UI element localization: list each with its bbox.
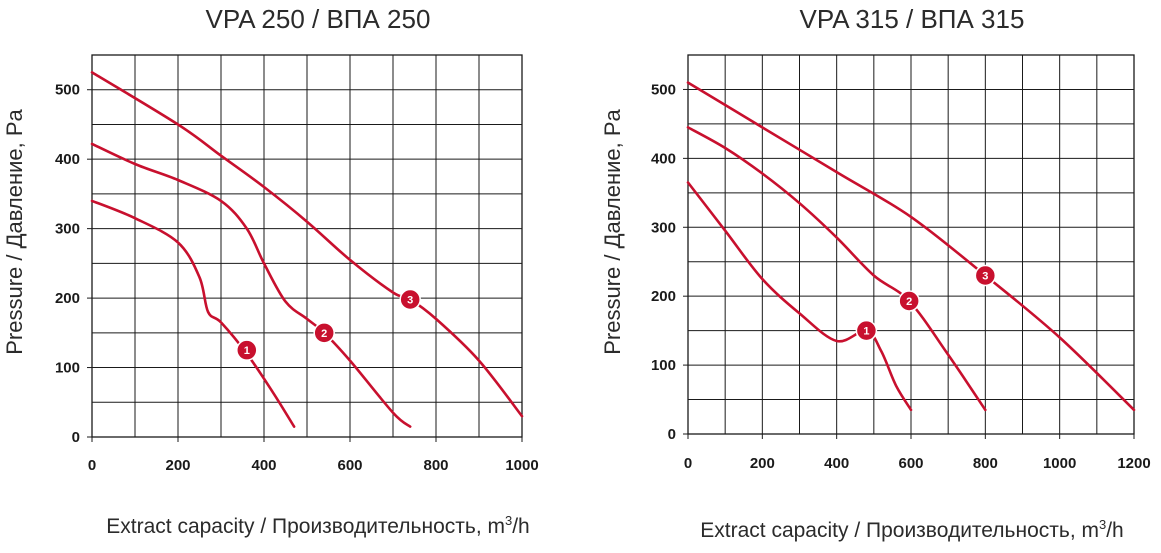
y-tick-label: 200 — [55, 290, 80, 307]
series-marker-3: 3 — [399, 288, 421, 311]
series-line-1 — [90, 199, 296, 428]
x-tick-label: 800 — [973, 455, 998, 472]
series-marker-3: 3 — [974, 264, 997, 287]
x-axis-label-superscript: 3 — [505, 513, 512, 528]
chart-title: VPA 250 / ВПА 250 — [206, 4, 431, 34]
x-axis-label-superscript: 3 — [1099, 517, 1106, 532]
series-marker-label: 3 — [407, 294, 413, 306]
x-tick-label: 200 — [750, 455, 775, 472]
series-marker-1: 1 — [236, 339, 258, 361]
x-axis-label-tail: /h — [1106, 519, 1124, 542]
plot-frame — [91, 54, 523, 438]
y-axis-label: Pressure / Давление, Pa — [600, 108, 625, 354]
x-tick-label: 600 — [898, 455, 923, 472]
series-marker-label: 1 — [863, 326, 869, 338]
series-line-2 — [686, 126, 987, 412]
series-marker-circle — [898, 290, 920, 312]
x-tick-label: 1200 — [1117, 455, 1150, 472]
x-tick-label: 0 — [88, 457, 96, 474]
series-marker-label: 3 — [982, 271, 988, 283]
grid — [92, 55, 522, 437]
chart-vpa-250: VPA 250 / ВПА 250 Pressure / Давление, Pa… — [2, 4, 539, 538]
y-tick-label: 100 — [651, 357, 676, 374]
y-axis-label: Pressure / Давление, Pa — [2, 108, 27, 354]
series-line-1 — [686, 181, 913, 412]
y-tick-label: 0 — [668, 426, 676, 443]
series-marker-label: 2 — [906, 296, 912, 308]
series-line-2 — [90, 142, 412, 428]
series-marker-2: 2 — [313, 322, 335, 344]
y-tick-label: 300 — [55, 221, 80, 238]
series-marker-circle — [855, 319, 878, 342]
series-marker-circle — [974, 264, 997, 287]
y-tick-label: 400 — [651, 150, 676, 167]
grid — [688, 55, 1134, 434]
series-marker-circle — [313, 322, 335, 344]
y-tick-label: 200 — [651, 288, 676, 305]
x-axis-label-main: Extract capacity / Производительность, m — [106, 515, 505, 538]
x-tick-label: 0 — [684, 455, 692, 472]
x-tick-label: 400 — [251, 457, 276, 474]
x-tick-label: 600 — [337, 457, 362, 474]
x-tick-label: 200 — [165, 457, 190, 474]
y-tick-label: 300 — [651, 219, 676, 236]
x-axis-label: Extract capacity / Производительность, m… — [106, 513, 529, 538]
x-tick-label: 800 — [423, 457, 448, 474]
y-tick-label: 400 — [55, 151, 80, 168]
y-tick-label: 500 — [651, 81, 676, 98]
x-tick-label: 400 — [824, 455, 849, 472]
y-tick-label: 500 — [55, 82, 80, 99]
series-line-3 — [686, 81, 1136, 412]
x-tick-label: 1000 — [1043, 455, 1076, 472]
x-axis-label: Extract capacity / Производительность, m… — [700, 517, 1123, 542]
x-tick-label: 1000 — [505, 457, 538, 474]
chart-title: VPA 315 / ВПА 315 — [800, 4, 1025, 34]
series-marker-label: 1 — [244, 345, 250, 357]
x-axis-label-tail: /h — [512, 515, 530, 538]
series-marker-circle — [236, 339, 258, 361]
series-marker-1: 1 — [855, 319, 878, 342]
chart-vpa-315: VPA 315 / ВПА 315 Pressure / Давление, Pa… — [600, 4, 1151, 542]
y-tick-label: 0 — [72, 429, 80, 446]
series-marker-2: 2 — [898, 290, 920, 312]
y-tick-label: 100 — [55, 360, 80, 377]
series-marker-label: 2 — [321, 328, 327, 340]
series-marker-circle — [399, 288, 421, 311]
series-line-3 — [90, 71, 524, 418]
x-axis-label-main: Extract capacity / Производительность, m — [700, 519, 1099, 542]
